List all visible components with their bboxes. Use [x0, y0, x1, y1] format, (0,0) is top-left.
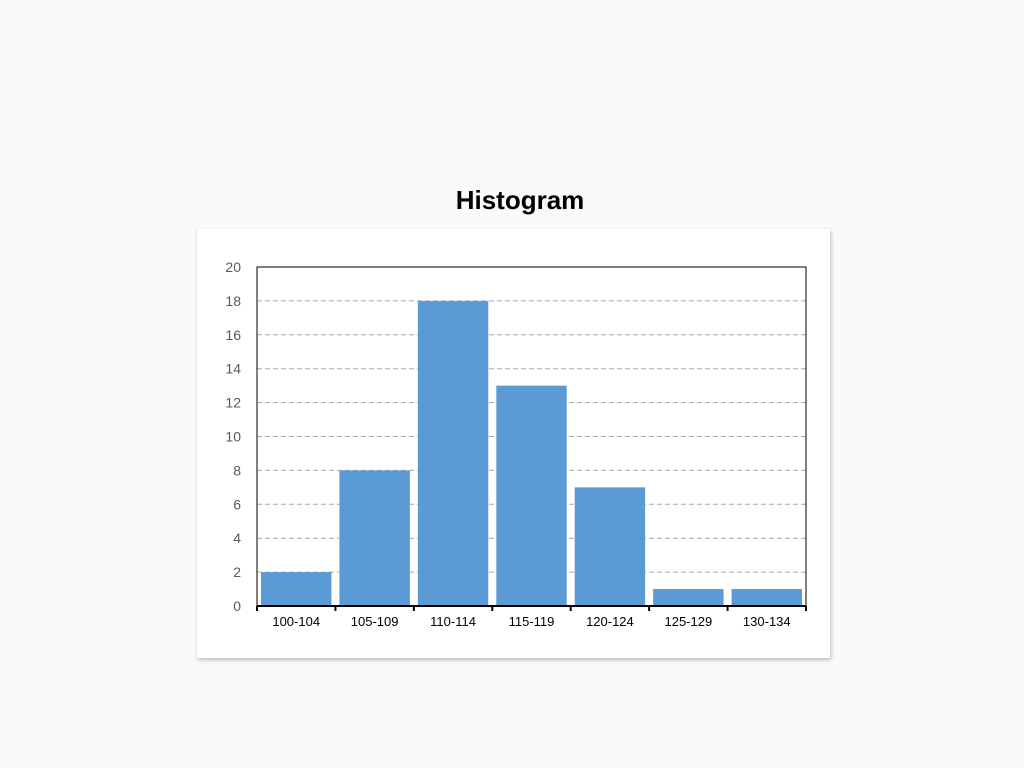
y-tick-label: 4 [233, 530, 241, 546]
chart-card: 0 2 4 6 8 10 12 14 16 18 20 100-104 105-109 110-114 1… [197, 229, 830, 658]
bar [653, 589, 724, 606]
x-tick-label: 120-124 [586, 614, 634, 629]
bar [261, 572, 332, 606]
x-tick-label: 110-114 [430, 614, 476, 629]
y-tick-label: 0 [233, 598, 241, 614]
y-tick-labels: 0 2 4 6 8 10 12 14 16 18 20 [225, 259, 241, 614]
y-tick-label: 14 [225, 361, 241, 377]
x-tick-label: 130-134 [743, 614, 791, 629]
y-tick-label: 16 [225, 327, 241, 343]
bar [496, 385, 567, 606]
bar [574, 487, 646, 606]
bar [731, 589, 802, 606]
y-tick-label: 18 [225, 293, 241, 309]
chart-title: Histogram [455, 185, 585, 215]
y-tick-label: 12 [225, 395, 241, 411]
y-tick-label: 2 [233, 564, 241, 580]
y-tick-label: 8 [233, 462, 241, 478]
x-tick-label: 105-109 [351, 614, 399, 629]
y-tick-label: 6 [233, 496, 241, 512]
y-tick-label: 20 [225, 259, 241, 275]
bars [261, 300, 802, 606]
x-tick-labels: 100-104 105-109 110-114 115-119 120-124 125-1… [272, 614, 790, 629]
x-tick-label: 100-104 [272, 614, 320, 629]
axes [256, 266, 807, 611]
bar [339, 470, 410, 606]
x-tick-label: 115-119 [509, 614, 555, 629]
y-tick-label: 10 [225, 429, 241, 445]
x-tick-label: 125-129 [664, 614, 712, 629]
bar [417, 300, 489, 606]
